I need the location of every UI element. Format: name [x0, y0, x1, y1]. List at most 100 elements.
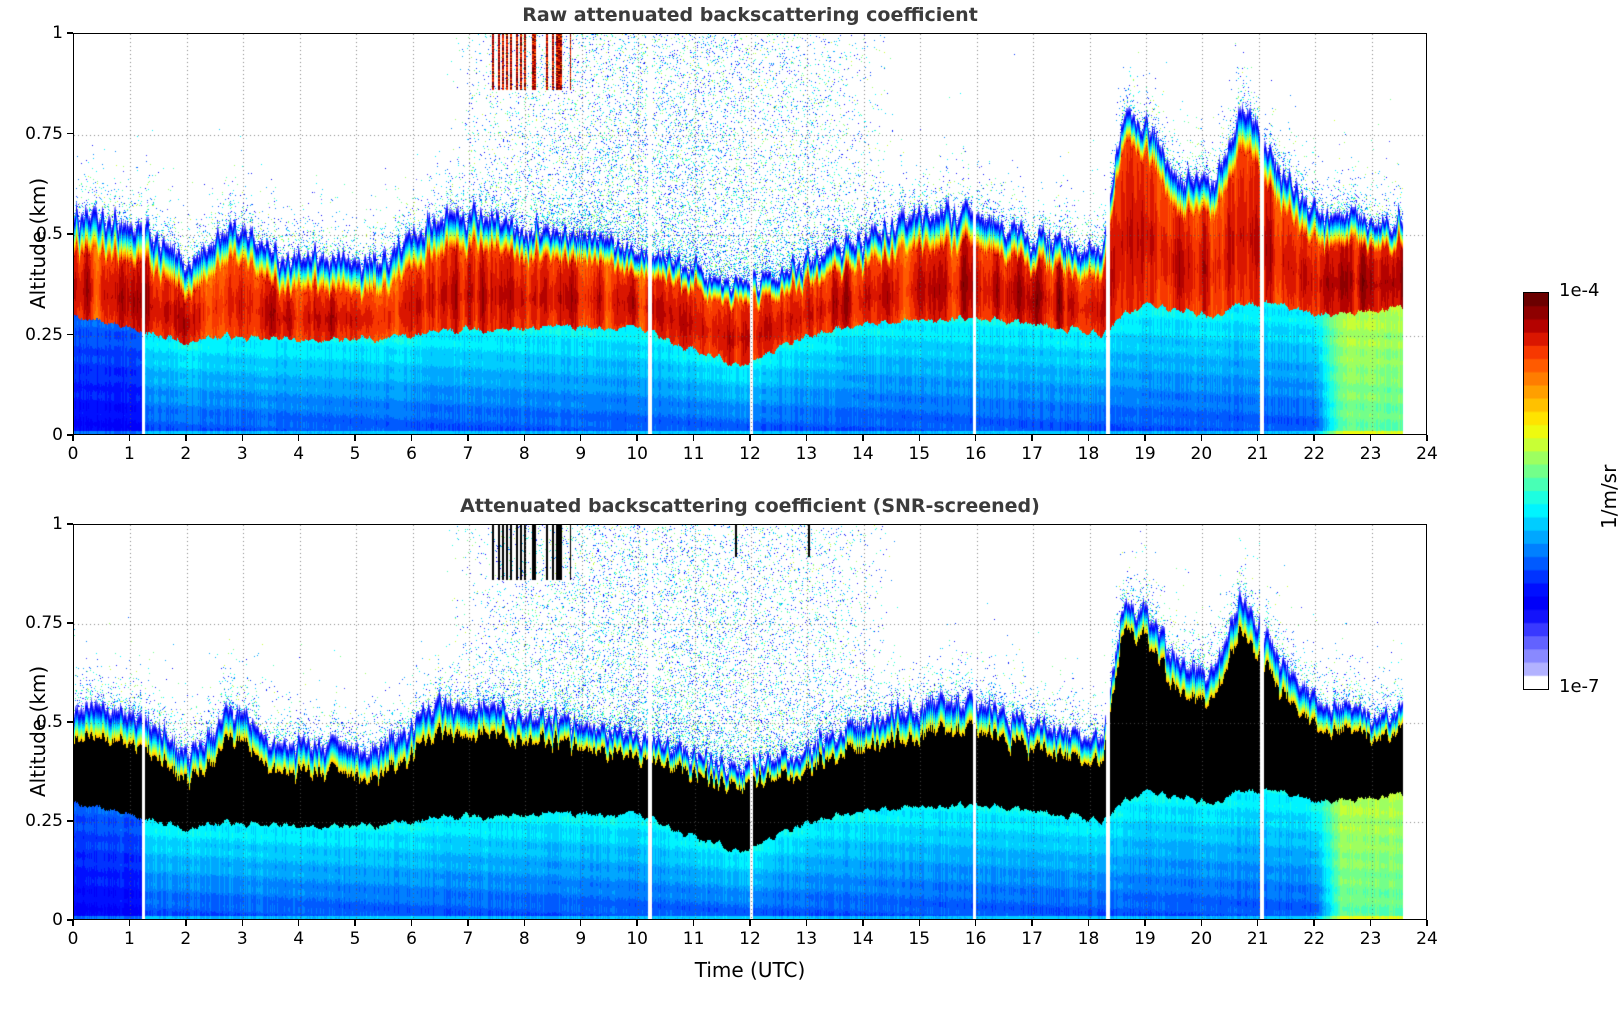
x-tick-mark	[354, 920, 356, 926]
heatmap-axes-raw[interactable]	[73, 33, 1427, 435]
x-tick-mark	[1144, 435, 1146, 441]
x-tick-mark	[1313, 920, 1315, 926]
x-tick-mark	[128, 435, 131, 441]
heatmap-canvas-screened	[74, 525, 1426, 919]
x-tick-label: 3	[236, 444, 248, 464]
y-tick-mark	[67, 32, 73, 34]
x-tick-label: 20	[1190, 929, 1213, 949]
colorbar-min-label: 1e-7	[1559, 676, 1600, 697]
y-tick-label: 0.5	[35, 224, 63, 244]
x-tick-label: 18	[1077, 444, 1100, 464]
colorbar-gradient	[1523, 292, 1549, 690]
x-tick-mark	[185, 920, 187, 926]
x-tick-label: 11	[682, 444, 705, 464]
x-tick-label: 3	[236, 929, 248, 949]
x-tick-label: 23	[1359, 929, 1382, 949]
y-axis-label-screened: Altitude (km)	[26, 665, 50, 797]
x-tick-mark	[128, 920, 131, 926]
y-tick-mark	[67, 820, 73, 822]
y-tick-mark	[67, 919, 73, 921]
x-tick-label: 7	[462, 444, 474, 464]
x-tick-mark	[974, 920, 977, 926]
x-tick-mark	[1087, 920, 1090, 926]
x-tick-mark	[862, 435, 864, 441]
x-tick-mark	[749, 435, 751, 441]
x-tick-label: 16	[964, 444, 987, 464]
x-tick-label: 9	[575, 929, 587, 949]
y-tick-label: 1	[52, 23, 63, 43]
x-tick-label: 15	[908, 929, 931, 949]
x-tick-mark	[72, 920, 74, 926]
x-tick-label: 17	[1021, 929, 1043, 949]
y-axis-label-raw: Altitude (km)	[26, 177, 50, 309]
x-tick-label: 7	[462, 929, 474, 949]
x-tick-mark	[467, 435, 469, 441]
y-tick-label: 0.75	[25, 123, 63, 144]
x-tick-label: 21	[1246, 444, 1269, 464]
x-tick-mark	[692, 435, 695, 441]
y-tick-mark	[67, 622, 73, 624]
x-tick-mark	[918, 920, 920, 926]
x-tick-mark	[1257, 920, 1259, 926]
x-tick-mark	[523, 435, 526, 441]
x-tick-mark	[523, 920, 526, 926]
x-tick-mark	[1087, 435, 1090, 441]
colorbar-unit-label: 1/m/sr	[1597, 464, 1621, 529]
x-tick-mark	[805, 435, 808, 441]
x-tick-mark	[185, 435, 187, 441]
x-tick-mark	[467, 920, 469, 926]
x-tick-mark	[636, 435, 638, 441]
y-tick-label: 0.75	[25, 613, 63, 633]
x-tick-label: 24	[1416, 444, 1438, 464]
heatmap-canvas-raw	[74, 34, 1426, 434]
x-tick-label: 12	[739, 929, 761, 949]
x-tick-label: 15	[908, 444, 931, 464]
y-tick-label: 0	[52, 910, 63, 930]
x-tick-mark	[918, 435, 920, 441]
panel-title-screened: Attenuated backscattering coefficient (S…	[460, 495, 1040, 517]
y-tick-label: 0.25	[25, 811, 63, 831]
x-tick-label: 4	[293, 929, 305, 949]
colorbar-max-label: 1e-4	[1559, 280, 1600, 301]
x-tick-mark	[410, 435, 413, 441]
x-tick-label: 17	[1021, 444, 1043, 464]
y-tick-mark	[67, 523, 73, 525]
x-tick-label: 13	[795, 444, 818, 464]
x-tick-label: 13	[795, 929, 818, 949]
y-tick-label: 1	[52, 514, 63, 534]
x-tick-label: 23	[1359, 444, 1382, 464]
colorbar[interactable]: 1e-4 1e-7 1/m/sr	[1523, 280, 1621, 697]
x-tick-mark	[1257, 435, 1259, 441]
x-tick-mark	[580, 435, 582, 441]
x-tick-label: 0	[67, 929, 79, 949]
x-tick-label: 22	[1303, 444, 1325, 464]
x-tick-label: 19	[1134, 929, 1156, 949]
x-tick-label: 16	[964, 929, 987, 949]
x-tick-mark	[692, 920, 695, 926]
x-tick-mark	[1031, 920, 1033, 926]
x-tick-mark	[749, 920, 751, 926]
x-tick-label: 2	[180, 929, 192, 949]
x-tick-label: 6	[406, 929, 417, 949]
x-tick-mark	[297, 435, 300, 441]
x-tick-label: 14	[852, 929, 874, 949]
x-tick-label: 24	[1416, 929, 1438, 949]
heatmap-axes-screened[interactable]	[73, 524, 1427, 920]
y-tick-mark	[67, 721, 73, 723]
x-tick-mark	[410, 920, 413, 926]
x-tick-mark	[1200, 920, 1203, 926]
x-tick-label: 14	[852, 444, 874, 464]
x-tick-label: 0	[67, 444, 79, 464]
panel-title-raw: Raw attenuated backscattering coefficien…	[522, 4, 978, 26]
x-tick-mark	[580, 920, 582, 926]
x-tick-label: 10	[626, 929, 648, 949]
x-tick-mark	[862, 920, 864, 926]
x-tick-label: 12	[739, 444, 761, 464]
x-tick-label: 11	[682, 929, 705, 949]
y-tick-mark	[67, 233, 73, 235]
x-tick-mark	[297, 920, 300, 926]
x-tick-mark	[974, 435, 977, 441]
x-tick-mark	[1369, 920, 1372, 926]
y-tick-label: 0	[52, 425, 63, 445]
x-tick-mark	[1200, 435, 1203, 441]
